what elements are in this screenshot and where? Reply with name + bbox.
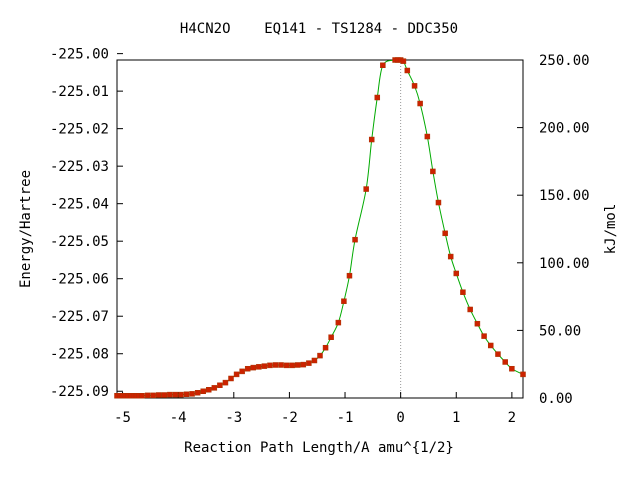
y-axis-label: Energy/Hartree [18, 170, 34, 288]
data-point [250, 364, 257, 371]
data-point [447, 253, 454, 260]
data-point [256, 364, 262, 370]
data-point [200, 388, 206, 394]
data-point [380, 62, 386, 68]
data-point [368, 136, 375, 143]
data-point [474, 320, 481, 327]
data-point [289, 362, 295, 369]
data-point [167, 391, 173, 398]
data-point [150, 392, 156, 399]
y2-axis-label: kJ/mol [603, 204, 619, 255]
data-point [161, 392, 168, 398]
y-tick-label: -225.06 [50, 272, 109, 288]
data-point [435, 199, 442, 206]
x-tick-label: 0 [396, 410, 404, 426]
data-point [206, 387, 212, 393]
data-point [520, 371, 526, 378]
data-point [172, 391, 179, 398]
data-point [417, 100, 423, 107]
y2-tick-label: 100.00 [539, 256, 590, 272]
data-point [239, 368, 245, 375]
y-tick-label: -225.01 [50, 84, 109, 100]
x-tick-label: 1 [452, 410, 460, 426]
data-point [155, 392, 162, 398]
x-tick-label: -2 [281, 410, 298, 426]
data-point [328, 334, 334, 340]
energy-curve [117, 59, 524, 397]
y2-tick-label: 200.00 [539, 121, 590, 137]
data-point [233, 371, 240, 378]
data-point [278, 362, 284, 368]
data-point [442, 230, 448, 237]
data-point [317, 352, 323, 359]
data-point [295, 362, 301, 368]
data-point [424, 133, 431, 140]
data-point [495, 351, 501, 357]
data-point [502, 359, 508, 365]
y2-tick-label: 0.00 [539, 391, 573, 407]
data-point [467, 306, 473, 313]
y2-tick-label: 150.00 [539, 188, 590, 204]
data-point [183, 391, 190, 397]
data-point [487, 342, 494, 349]
data-point [211, 385, 218, 391]
x-tick-label: 2 [508, 410, 516, 426]
x-tick-label: -1 [337, 410, 354, 426]
y2-tick-label: 50.00 [539, 323, 581, 339]
data-point [374, 94, 381, 101]
data-point [189, 391, 195, 397]
data-point [509, 365, 515, 372]
data-point [178, 391, 184, 398]
data-point [404, 67, 411, 74]
y-tick-label: -225.05 [50, 234, 109, 250]
data-point [341, 298, 347, 304]
x-axis-label: Reaction Path Length/A amu^{1/2} [184, 440, 454, 456]
chart-title: H4CN2O EQ141 - TS1284 - DDC350 [180, 21, 458, 37]
data-point [411, 83, 418, 89]
data-point [300, 361, 307, 368]
data-point [346, 272, 353, 279]
data-point [261, 363, 268, 369]
data-point [481, 333, 487, 339]
data-point [267, 362, 273, 369]
plot-area: -5 -4 -3 -2 -1 0 1 2 -225.00 -225.01 -225.02 -225.0… [50, 47, 590, 426]
data-point [222, 379, 229, 386]
data-point [400, 58, 407, 64]
y-tick-label: -225.08 [50, 347, 109, 363]
y-tick-label: -225.04 [50, 197, 109, 213]
y-tick-label: -225.07 [50, 309, 109, 325]
y2-tick-label: 250.00 [539, 53, 590, 69]
x-tick-label: -3 [225, 410, 242, 426]
y-tick-label: -225.00 [50, 47, 109, 63]
data-point [306, 360, 312, 366]
data-point [194, 390, 201, 396]
data-point [430, 168, 436, 175]
y-tick-label: -225.02 [50, 122, 109, 138]
data-point [139, 393, 145, 399]
data-point [283, 362, 290, 369]
data-point [217, 382, 223, 388]
data-point [363, 186, 369, 192]
data-point [352, 236, 358, 243]
data-point [453, 270, 460, 277]
data-point [144, 392, 151, 399]
data-point [322, 344, 329, 351]
x-tick-label: -5 [114, 410, 131, 426]
y-tick-label: -225.03 [50, 159, 109, 175]
data-point [244, 365, 251, 372]
data-point [460, 289, 466, 295]
data-point [335, 319, 342, 326]
data-point [311, 357, 318, 364]
data-point [228, 375, 234, 382]
data-point [272, 362, 279, 368]
x-tick-label: -4 [170, 410, 187, 426]
plot-frame [116, 59, 524, 399]
y-tick-label: -225.09 [50, 384, 109, 400]
